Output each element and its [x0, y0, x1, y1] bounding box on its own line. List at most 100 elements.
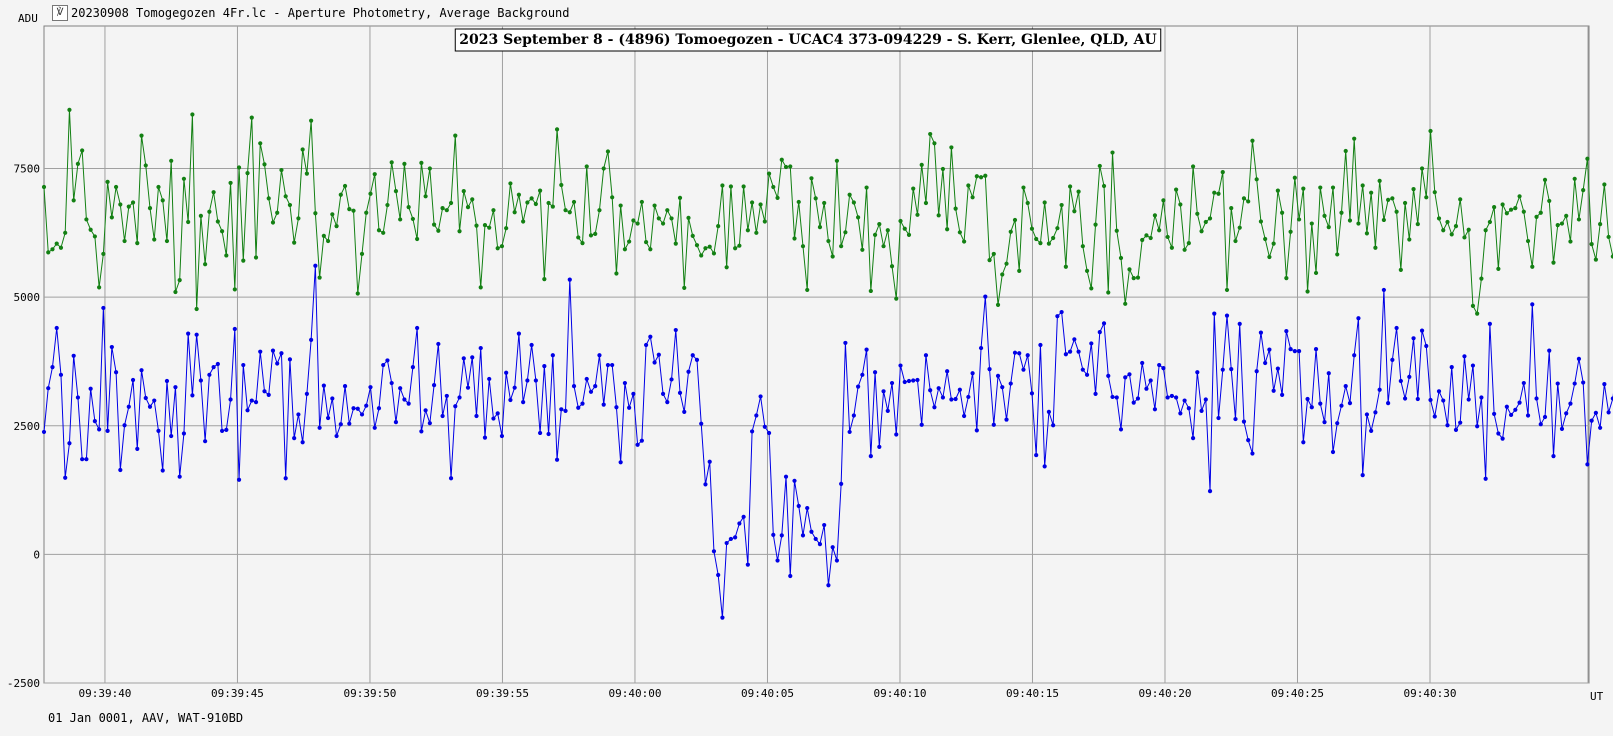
data-point	[1271, 241, 1276, 246]
plot-area	[43, 25, 1590, 684]
data-point	[266, 392, 271, 397]
y-tick-label: 7500	[14, 163, 41, 176]
data-point	[516, 192, 522, 197]
data-point	[1186, 406, 1191, 411]
data-point	[813, 536, 818, 542]
data-point	[1479, 395, 1484, 400]
data-point	[656, 216, 661, 221]
data-point	[1271, 388, 1276, 393]
data-point	[1313, 347, 1319, 352]
data-point	[330, 396, 335, 401]
data-point	[533, 378, 538, 383]
x-tick-label: 09:39:55	[476, 687, 529, 700]
data-point	[304, 391, 309, 396]
data-point	[164, 378, 170, 384]
data-point	[491, 416, 496, 421]
data-point	[1606, 410, 1611, 415]
data-point	[974, 174, 979, 179]
data-point	[593, 231, 598, 236]
data-point	[1356, 221, 1361, 226]
data-point	[584, 376, 589, 382]
data-point	[181, 176, 187, 181]
data-point	[1216, 415, 1221, 421]
data-point	[1373, 410, 1378, 415]
data-point	[665, 208, 670, 213]
data-point	[1483, 228, 1488, 233]
data-point	[635, 221, 640, 226]
data-point	[1127, 372, 1132, 377]
data-point	[1284, 276, 1289, 281]
data-point	[249, 398, 254, 403]
data-point	[300, 147, 305, 152]
data-point	[665, 399, 670, 405]
data-point	[50, 247, 55, 252]
data-point	[1462, 354, 1467, 359]
data-point	[750, 429, 755, 434]
data-point	[919, 422, 924, 427]
data-point	[1148, 378, 1153, 383]
data-point	[453, 133, 458, 138]
data-point	[834, 558, 840, 563]
data-point	[1246, 438, 1251, 443]
data-point	[402, 397, 407, 402]
data-point	[1161, 198, 1166, 203]
data-point	[270, 348, 276, 353]
data-point	[84, 457, 89, 462]
x-tick-label: 09:40:25	[1271, 687, 1324, 700]
data-point	[677, 390, 683, 395]
data-point	[805, 505, 810, 511]
data-point	[563, 408, 568, 413]
data-point	[338, 192, 343, 197]
data-point	[1508, 412, 1514, 418]
data-point	[809, 529, 814, 534]
data-point	[1377, 387, 1382, 392]
data-point	[1441, 398, 1446, 403]
x-tick-label: 09:39:40	[78, 687, 131, 700]
data-point	[834, 158, 840, 163]
y-tick-label: 0	[33, 548, 40, 561]
data-point	[1390, 357, 1395, 362]
data-point	[215, 219, 220, 224]
data-point	[974, 428, 979, 433]
data-point	[1352, 136, 1357, 141]
data-point	[1267, 254, 1272, 260]
data-point	[1127, 267, 1132, 272]
data-point	[1110, 150, 1115, 155]
data-point	[1224, 313, 1230, 318]
data-point	[550, 353, 555, 358]
data-point	[130, 377, 136, 383]
data-point	[991, 422, 996, 427]
data-point	[826, 238, 831, 244]
data-point	[1131, 276, 1136, 281]
data-point	[559, 407, 564, 412]
data-point	[453, 404, 458, 409]
data-point	[1313, 270, 1319, 276]
data-point	[1551, 260, 1556, 265]
data-point	[1364, 231, 1370, 236]
data-point	[109, 215, 114, 220]
data-point	[54, 241, 59, 246]
data-point	[1559, 221, 1565, 226]
data-point	[41, 184, 47, 190]
data-point	[902, 226, 907, 231]
data-point	[355, 291, 360, 296]
data-point	[105, 179, 110, 184]
data-point	[1572, 176, 1577, 181]
data-point	[1576, 217, 1582, 222]
data-point	[1492, 205, 1497, 210]
data-point	[1318, 185, 1323, 190]
data-point	[898, 218, 903, 224]
data-point	[1407, 374, 1412, 379]
data-point	[563, 208, 568, 213]
data-point	[113, 370, 119, 375]
data-point	[699, 421, 704, 426]
data-point	[1551, 454, 1556, 459]
data-point	[1466, 397, 1471, 402]
footer-info: 01 Jan 0001, AAV, WAT-910BD	[48, 711, 244, 725]
data-point	[673, 241, 678, 246]
data-point	[292, 436, 297, 441]
data-point	[894, 432, 899, 437]
data-point	[1178, 202, 1183, 207]
data-point	[1195, 370, 1200, 375]
data-point	[720, 615, 725, 620]
